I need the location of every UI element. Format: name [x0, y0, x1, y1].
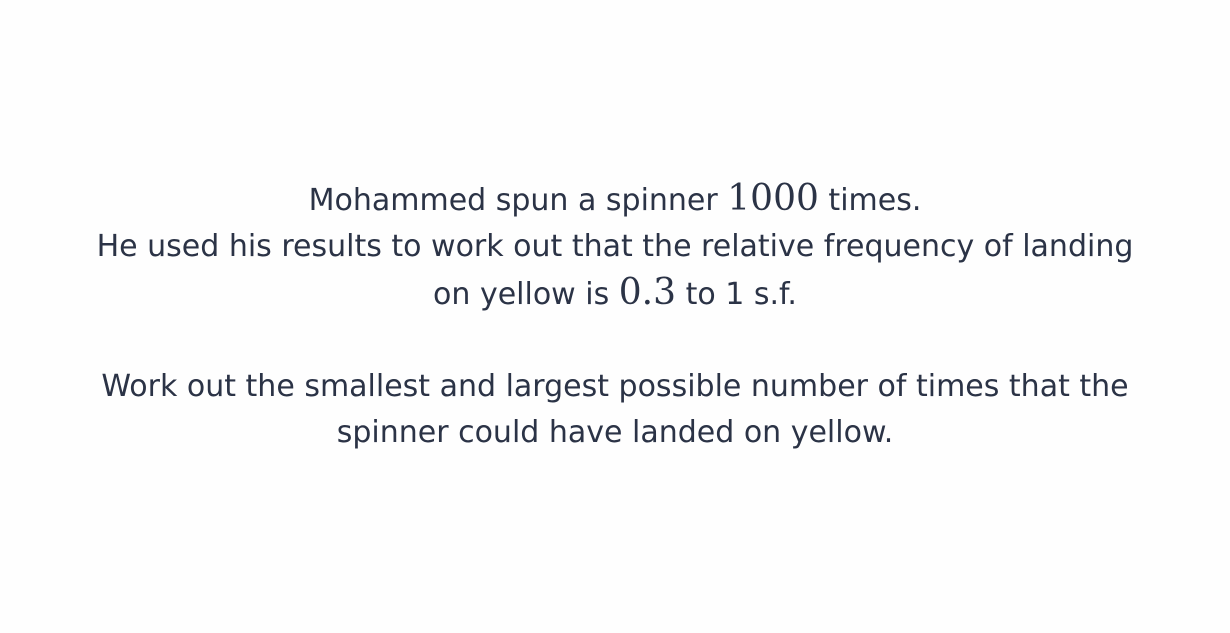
relative-frequency-value: 0.3: [618, 272, 677, 313]
line-1-prefix: Mohammed spun a spinner: [308, 183, 728, 218]
line-3-suffix: to 1 s.f.: [676, 277, 797, 312]
question-line-2: He used his results to work out that the…: [96, 229, 1134, 264]
line-3-prefix: on yellow is: [433, 277, 619, 312]
question-line-1: Mohammed spun a spinner 1000 times.: [0, 176, 1230, 224]
question-line-4: Work out the smallest and largest possib…: [101, 369, 1129, 404]
question-text: Mohammed spun a spinner 1000 times. He u…: [0, 176, 1230, 456]
paragraph-gap: [0, 318, 1230, 364]
question-line-5: spinner could have landed on yellow.: [336, 415, 894, 450]
spin-count-value: 1000: [727, 178, 819, 219]
line-1-suffix: times.: [818, 183, 922, 218]
question-line-3: on yellow is 0.3 to 1 s.f.: [0, 270, 1230, 318]
